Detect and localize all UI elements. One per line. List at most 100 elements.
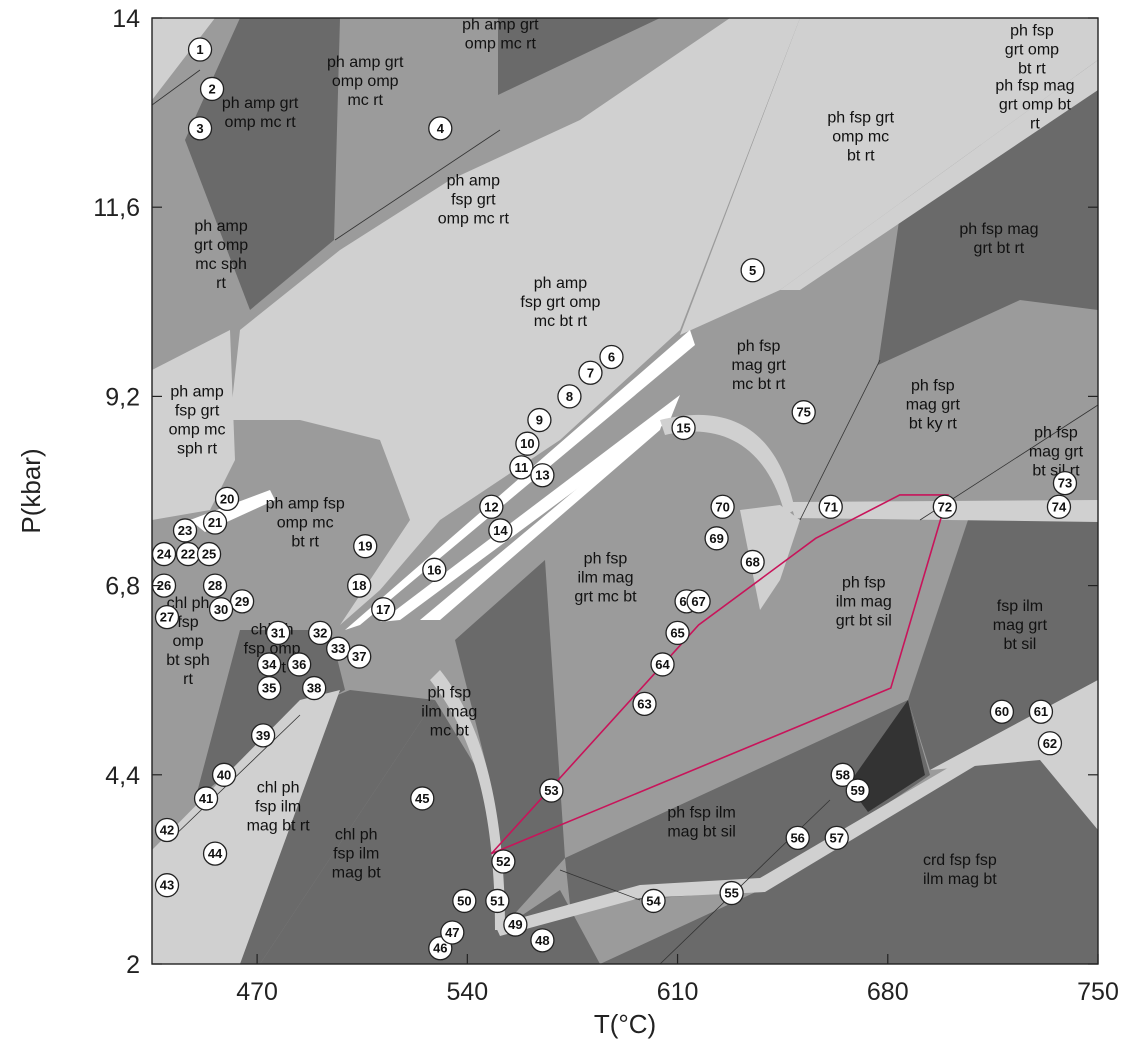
point-marker: 16 <box>422 557 447 582</box>
point-marker: 25 <box>196 541 222 567</box>
point-number: 64 <box>655 657 670 672</box>
field-label-line: fsp ilm <box>997 598 1043 615</box>
point-number: 9 <box>536 413 543 428</box>
field-label: ph fsp mag grt mc bt rt <box>732 338 787 393</box>
field-light-lower-left <box>152 690 340 964</box>
field-label-line: sph rt <box>177 441 218 458</box>
point-number: 61 <box>1034 704 1048 719</box>
point-circle <box>326 636 351 661</box>
point-number: 12 <box>484 499 498 514</box>
point-circle <box>671 415 696 441</box>
field-label-line: omp mc rt <box>465 35 537 52</box>
point-circle <box>229 589 255 614</box>
point-circle <box>824 825 849 851</box>
point-circle <box>440 920 465 945</box>
field-label-line: bt rt <box>291 534 319 551</box>
field-label: ph amp grt omp mc sph rt <box>194 218 248 292</box>
point-circle <box>719 880 744 906</box>
field-label-line: mc bt <box>430 723 470 740</box>
field-label: ph amp grt omp mc rt <box>222 95 299 131</box>
field-chl-ph-fsp-ilm-mag-bt <box>260 700 600 964</box>
point-circle <box>308 620 333 646</box>
point-circle <box>428 116 453 141</box>
point-circle <box>1037 731 1063 756</box>
point-marker: 31 <box>265 620 291 646</box>
point-marker: 15 <box>671 415 696 441</box>
point-number: 73 <box>1058 476 1072 491</box>
point-number: 45 <box>415 791 429 806</box>
point-number: 65 <box>670 625 684 640</box>
field-label-line: mc bt rt <box>732 376 786 393</box>
field-ph-amp-grt-omp-mc-rt-top <box>498 18 660 95</box>
field-label-line: bt sil <box>1003 636 1036 653</box>
field-label: ph fsp ilm mag grt mc bt <box>574 551 637 606</box>
point-number: 57 <box>829 830 843 845</box>
point-marker: 71 <box>818 494 843 519</box>
field-label-line: ph fsp <box>842 574 886 591</box>
point-circle <box>479 494 504 519</box>
point-circle <box>214 486 240 512</box>
field-label-line: chl ph <box>167 595 210 612</box>
point-marker: 14 <box>488 518 513 543</box>
field-label-line: fsp grt omp <box>520 294 600 311</box>
point-marker: 20 <box>214 486 240 512</box>
point-marker: 9 <box>527 407 552 433</box>
point-number: 46 <box>433 941 447 956</box>
band-light-bottom <box>495 680 1098 936</box>
field-fsp-ilm-mag-grt-bt-sil <box>908 500 1098 770</box>
point-number: 37 <box>352 649 366 664</box>
point-circle <box>193 786 219 811</box>
point-number: 1 <box>196 42 203 57</box>
field-label-line: ph amp fsp <box>266 496 345 513</box>
point-number: 16 <box>427 562 441 577</box>
point-number: 35 <box>262 681 276 696</box>
point-circle <box>371 597 396 622</box>
point-circle <box>187 116 213 141</box>
field-label-line: omp mc rt <box>225 114 297 131</box>
field-label-line: ph amp grt <box>462 16 539 33</box>
point-circle <box>785 825 810 851</box>
field-label-line: bt rt <box>847 147 875 164</box>
point-number: 22 <box>181 547 195 562</box>
point-marker: 23 <box>172 518 198 543</box>
point-number: 6 <box>608 349 615 364</box>
point-circle <box>578 360 603 385</box>
point-number: 15 <box>676 420 690 435</box>
point-circle <box>154 817 180 843</box>
point-marker: 67 <box>686 589 711 614</box>
point-number: 42 <box>160 822 174 837</box>
point-number: 20 <box>220 491 234 506</box>
point-number: 63 <box>637 696 651 711</box>
point-number: 62 <box>1043 736 1057 751</box>
field-label-line: rt <box>183 671 193 688</box>
point-marker: 51 <box>485 888 510 914</box>
point-marker: 22 <box>175 541 201 567</box>
point-circle <box>686 589 711 614</box>
point-number: 56 <box>790 830 804 845</box>
point-circle <box>172 518 198 543</box>
point-circle <box>347 573 372 598</box>
point-marker: 1 <box>187 37 213 62</box>
point-circle <box>830 762 855 787</box>
point-marker: 37 <box>347 644 372 669</box>
field-label-line: omp <box>172 633 203 650</box>
point-circle <box>256 675 282 701</box>
point-number: 14 <box>493 523 508 538</box>
x-tick-label: 610 <box>657 978 699 1006</box>
field-label-line: omp mc <box>832 128 889 145</box>
field-label-line: ilm mag <box>421 704 477 721</box>
point-marker: 39 <box>250 723 276 748</box>
point-circle <box>530 463 555 488</box>
y-tick-label: 4,4 <box>105 762 140 790</box>
point-marker: 60 <box>989 699 1015 724</box>
field-label-line: crd fsp fsp <box>923 852 997 869</box>
point-marker: 63 <box>632 691 657 716</box>
point-circle <box>250 723 276 748</box>
field-label: ph fsp mag grt bt ky rt <box>906 377 961 432</box>
field-label-line: omp mc rt <box>438 210 510 227</box>
field-label-line: grt omp <box>1005 42 1059 59</box>
field-label-line: ph fsp <box>1034 425 1078 442</box>
point-circle <box>539 778 564 803</box>
